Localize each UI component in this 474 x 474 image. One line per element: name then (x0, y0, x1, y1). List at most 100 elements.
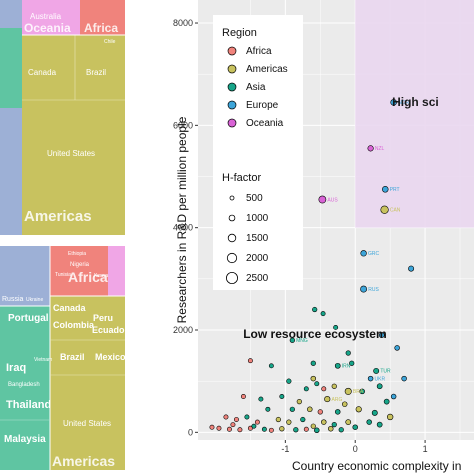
data-point (261, 426, 267, 432)
annotation-low-resource: Low resource ecosystem (243, 327, 386, 341)
treemap-label-kenya: Kenya (94, 273, 108, 279)
treemap-label-oceania: Oceania (24, 21, 71, 35)
data-point (376, 383, 383, 390)
y-tick-label: 2000 (173, 325, 193, 335)
treemap-label-vietnam: Vietnam (34, 357, 52, 363)
treemap-label-ethiopia: Ethiopia (68, 251, 86, 257)
data-point (279, 426, 285, 432)
legend-region-label: Americas (246, 64, 288, 75)
data-point (258, 396, 264, 402)
data-point (247, 358, 253, 364)
legend-size-label: 2000 (246, 253, 269, 264)
data-point (275, 416, 281, 423)
treemap-label-africa: Africa (84, 21, 118, 35)
high-science-region (355, 0, 474, 228)
data-point (345, 419, 352, 425)
legend-size-swatch (229, 195, 235, 201)
treemap-label-canada: Canada (53, 303, 87, 313)
data-point (349, 360, 355, 366)
data-point (383, 398, 390, 405)
data-point (303, 386, 309, 392)
legend-box (213, 15, 303, 290)
legend-size-label: 1500 (246, 233, 269, 244)
treemap-tile-oceania (108, 246, 125, 296)
x-axis-ticks: -1 0 1 (281, 440, 428, 454)
x-tick-label: 1 (423, 444, 428, 454)
treemap-label-malaysia: Malaysia (4, 434, 46, 445)
data-point (279, 394, 285, 399)
data-point (334, 362, 341, 369)
data-point (209, 424, 215, 430)
data-point (265, 406, 271, 412)
treemap-label-bangladesh: Bangladesh (8, 382, 40, 388)
scatter-chart: NORNZLAUSPRTCANGRCRUSTURIRNMNGBRAUKRARG … (173, 0, 474, 473)
data-point (289, 406, 295, 412)
data-point (317, 409, 323, 415)
treemap-label-united-states: United States (47, 149, 95, 158)
data-point (390, 99, 397, 106)
data-point (359, 388, 365, 395)
legend-size-label: 2500 (246, 273, 269, 284)
data-point (373, 367, 380, 374)
y-tick-label: 8000 (173, 18, 193, 28)
legend-region-label: Europe (246, 100, 279, 111)
treemap-label-nigeria: Nigeria (70, 262, 90, 268)
data-point (321, 419, 327, 425)
data-point-label: CAN (390, 208, 401, 214)
data-point (344, 387, 352, 395)
x-axis-title: Country economic complexity in (292, 459, 461, 473)
data-point (310, 423, 316, 429)
legend-size-swatch (225, 271, 238, 284)
treemap-label-chile: Chile (104, 39, 116, 45)
treemap-top: Australia Oceania Africa Canada Brazil C… (0, 0, 125, 235)
data-point (244, 414, 250, 420)
legend-size-label: 1000 (246, 213, 269, 224)
data-points: NOR NZL AUS PRT CAN GRC RUS TUR IRN MNG BRA UKR ARG (209, 99, 415, 434)
data-point (401, 375, 407, 382)
treemap-label-thailand: Thailand (6, 399, 51, 411)
data-point (360, 250, 367, 257)
treemap-label-united-states: United States (63, 419, 111, 428)
legend-region-items: Africa Americas Asia Europe Oceania (227, 46, 288, 129)
legend-region-swatch (227, 118, 237, 128)
treemap-tile-asia (0, 306, 50, 470)
legend-region-swatch (227, 82, 237, 92)
data-point (296, 399, 302, 405)
data-point-label: MNG (296, 338, 308, 344)
data-point (286, 378, 292, 384)
data-point-label: BRA (353, 389, 364, 395)
y-tick-label: 4000 (173, 223, 193, 233)
treemap-bottom: Africa Ethiopia Nigeria Tunisia Kenya Ru… (0, 246, 129, 470)
data-point (321, 386, 327, 392)
data-point (314, 381, 320, 387)
legend-size-label: 500 (246, 193, 263, 204)
data-point (286, 419, 292, 425)
data-point-label: ARG (332, 397, 343, 403)
data-point (310, 375, 317, 382)
data-point (355, 406, 362, 413)
treemap-label-americas: Americas (24, 208, 92, 225)
data-point-label: NOR (398, 100, 410, 106)
data-point (408, 265, 415, 272)
data-point (331, 383, 337, 389)
data-point (237, 427, 243, 433)
data-point (366, 419, 372, 425)
treemap-label-canada: Canada (28, 68, 57, 77)
treemap-label-ukraine: Ukraine (26, 297, 43, 303)
treemap-label-peru: Peru (93, 313, 113, 323)
data-point (390, 393, 397, 400)
data-point (230, 422, 236, 428)
data-point (338, 427, 344, 433)
treemap-label-colombia: Colombia (53, 320, 95, 330)
data-point (318, 195, 327, 204)
legend-region-title: Region (222, 27, 257, 39)
data-point (331, 422, 337, 428)
data-point (367, 375, 374, 382)
legend-size-title: H-factor (222, 172, 261, 184)
data-point (371, 409, 378, 416)
treemap-label-russia: Russia (2, 296, 24, 303)
legend-size-items: 500 1000 1500 2000 2500 (225, 193, 269, 284)
legend-size-swatch (228, 214, 236, 222)
legend-size-swatch (226, 252, 238, 264)
